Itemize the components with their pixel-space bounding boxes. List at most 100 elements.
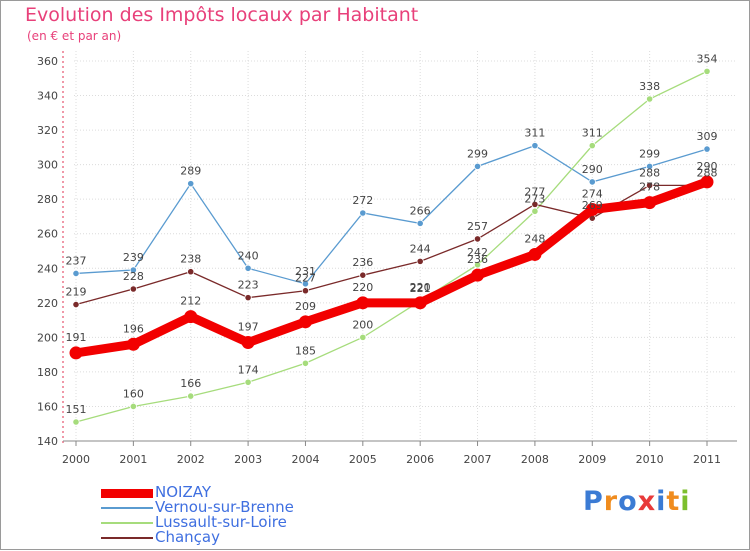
data-label-lussault-sur-loire: 166	[180, 377, 201, 390]
data-point-lussault-sur-loire	[244, 378, 252, 386]
data-label-lussault-sur-loire: 174	[238, 363, 259, 376]
data-label-vernou-sur-brenne: 289	[180, 165, 201, 178]
data-label-lussault-sur-loire: 311	[582, 127, 603, 140]
data-label-chan-ay: 223	[238, 279, 259, 292]
data-point-vernou-sur-brenne	[129, 266, 137, 274]
data-label-noizay: 248	[524, 232, 545, 245]
legend-label-lussault-sur-loire: Lussault-sur-Loire	[155, 513, 287, 531]
data-point-lussault-sur-loire	[72, 418, 80, 426]
y-tick-label: 220	[37, 297, 58, 310]
data-label-noizay: 191	[66, 331, 87, 344]
legend-label-noizay: NOIZAY	[155, 483, 211, 501]
data-point-vernou-sur-brenne	[187, 180, 195, 188]
legend-swatch-chan-ay	[101, 537, 153, 539]
data-label-noizay: 290	[697, 160, 718, 173]
data-point-noizay	[528, 247, 542, 261]
data-label-lussault-sur-loire: 151	[66, 403, 87, 416]
x-tick-label: 2007	[464, 453, 492, 466]
data-label-noizay: 197	[238, 321, 259, 334]
data-point-noizay	[69, 346, 83, 360]
data-label-chan-ay: 227	[295, 272, 316, 285]
data-label-noizay: 220	[352, 281, 373, 294]
data-label-vernou-sur-brenne: 299	[467, 147, 488, 160]
data-label-vernou-sur-brenne: 239	[123, 251, 144, 264]
logo-letter: x	[637, 486, 657, 517]
data-point-lussault-sur-loire	[703, 67, 711, 75]
logo-letter: P	[583, 486, 604, 517]
data-point-noizay	[298, 315, 312, 329]
data-point-lussault-sur-loire	[129, 402, 137, 411]
data-label-lussault-sur-loire: 221	[410, 282, 431, 295]
y-tick-label: 160	[37, 400, 58, 413]
data-point-lussault-sur-loire	[531, 207, 539, 215]
data-label-noizay: 209	[295, 300, 316, 313]
proxiti-logo: Proxiti	[583, 486, 691, 517]
x-tick-label: 2001	[119, 453, 147, 466]
data-label-vernou-sur-brenne: 231	[295, 265, 316, 278]
data-point-lussault-sur-loire	[301, 359, 310, 367]
data-label-lussault-sur-loire: 242	[467, 246, 488, 259]
data-label-noizay: 278	[639, 181, 660, 194]
legend-swatch-noizay	[101, 488, 153, 498]
logo-letter: r	[603, 486, 619, 517]
data-label-lussault-sur-loire: 354	[697, 52, 718, 65]
data-point-chan-ay	[187, 268, 195, 276]
data-label-vernou-sur-brenne: 309	[697, 130, 718, 143]
y-tick-label: 360	[37, 55, 58, 68]
data-point-chan-ay	[416, 257, 424, 265]
data-point-chan-ay	[301, 287, 310, 295]
logo-letter: o	[618, 486, 638, 517]
data-point-noizay	[241, 336, 255, 350]
data-point-lussault-sur-loire	[588, 142, 596, 150]
data-label-noizay: 220	[410, 281, 431, 294]
x-tick-label: 2010	[636, 453, 664, 466]
data-label-chan-ay: 236	[352, 256, 373, 269]
x-tick-label: 2009	[578, 453, 606, 466]
legend-label-chan-ay: Chançay	[155, 528, 220, 546]
y-tick-label: 200	[37, 331, 58, 344]
data-label-vernou-sur-brenne: 266	[410, 204, 431, 217]
logo-letter: t	[666, 486, 681, 517]
data-label-chan-ay: 228	[123, 270, 144, 283]
data-point-vernou-sur-brenne	[244, 264, 252, 272]
data-point-chan-ay	[72, 300, 80, 309]
data-label-lussault-sur-loire: 185	[295, 344, 316, 357]
logo-letter: i	[656, 486, 667, 517]
x-tick-label: 2003	[234, 453, 262, 466]
data-point-vernou-sur-brenne	[473, 162, 482, 170]
data-point-lussault-sur-loire	[646, 95, 654, 103]
data-label-noizay: 196	[123, 322, 144, 335]
chart-title: Evolution des Impôts locaux par Habitant	[25, 4, 419, 26]
data-label-vernou-sur-brenne: 290	[582, 163, 603, 176]
data-label-lussault-sur-loire: 200	[352, 318, 373, 331]
data-label-chan-ay: 277	[524, 185, 545, 198]
data-point-noizay	[471, 268, 485, 282]
data-point-noizay	[126, 337, 140, 351]
y-tick-label: 180	[37, 366, 58, 379]
data-point-lussault-sur-loire	[187, 392, 195, 400]
series-line-lussault-sur-loire	[75, 70, 708, 423]
data-point-noizay	[184, 310, 198, 324]
y-tick-label: 320	[37, 124, 58, 137]
y-tick-label: 340	[37, 90, 58, 103]
y-tick-label: 240	[37, 262, 58, 275]
data-point-chan-ay	[646, 181, 654, 189]
data-point-lussault-sur-loire	[359, 333, 367, 341]
data-point-vernou-sur-brenne	[588, 178, 596, 186]
data-label-vernou-sur-brenne: 311	[524, 127, 545, 140]
data-point-vernou-sur-brenne	[531, 142, 539, 150]
y-tick-label: 260	[37, 228, 58, 241]
data-label-noizay: 236	[467, 253, 488, 266]
series-line-noizay	[71, 177, 712, 358]
x-tick-label: 2011	[693, 453, 721, 466]
x-tick-label: 2008	[521, 453, 549, 466]
data-point-chan-ay	[359, 271, 367, 279]
legend-swatch-lussault-sur-loire	[101, 522, 153, 524]
y-tick-label: 300	[37, 159, 58, 172]
x-tick-label: 2002	[177, 453, 205, 466]
chart-subtitle: (en € et par an)	[27, 29, 122, 43]
x-tick-label: 2005	[349, 453, 377, 466]
data-point-chan-ay	[473, 235, 482, 243]
data-point-chan-ay	[531, 200, 539, 208]
data-label-chan-ay: 244	[410, 242, 431, 255]
